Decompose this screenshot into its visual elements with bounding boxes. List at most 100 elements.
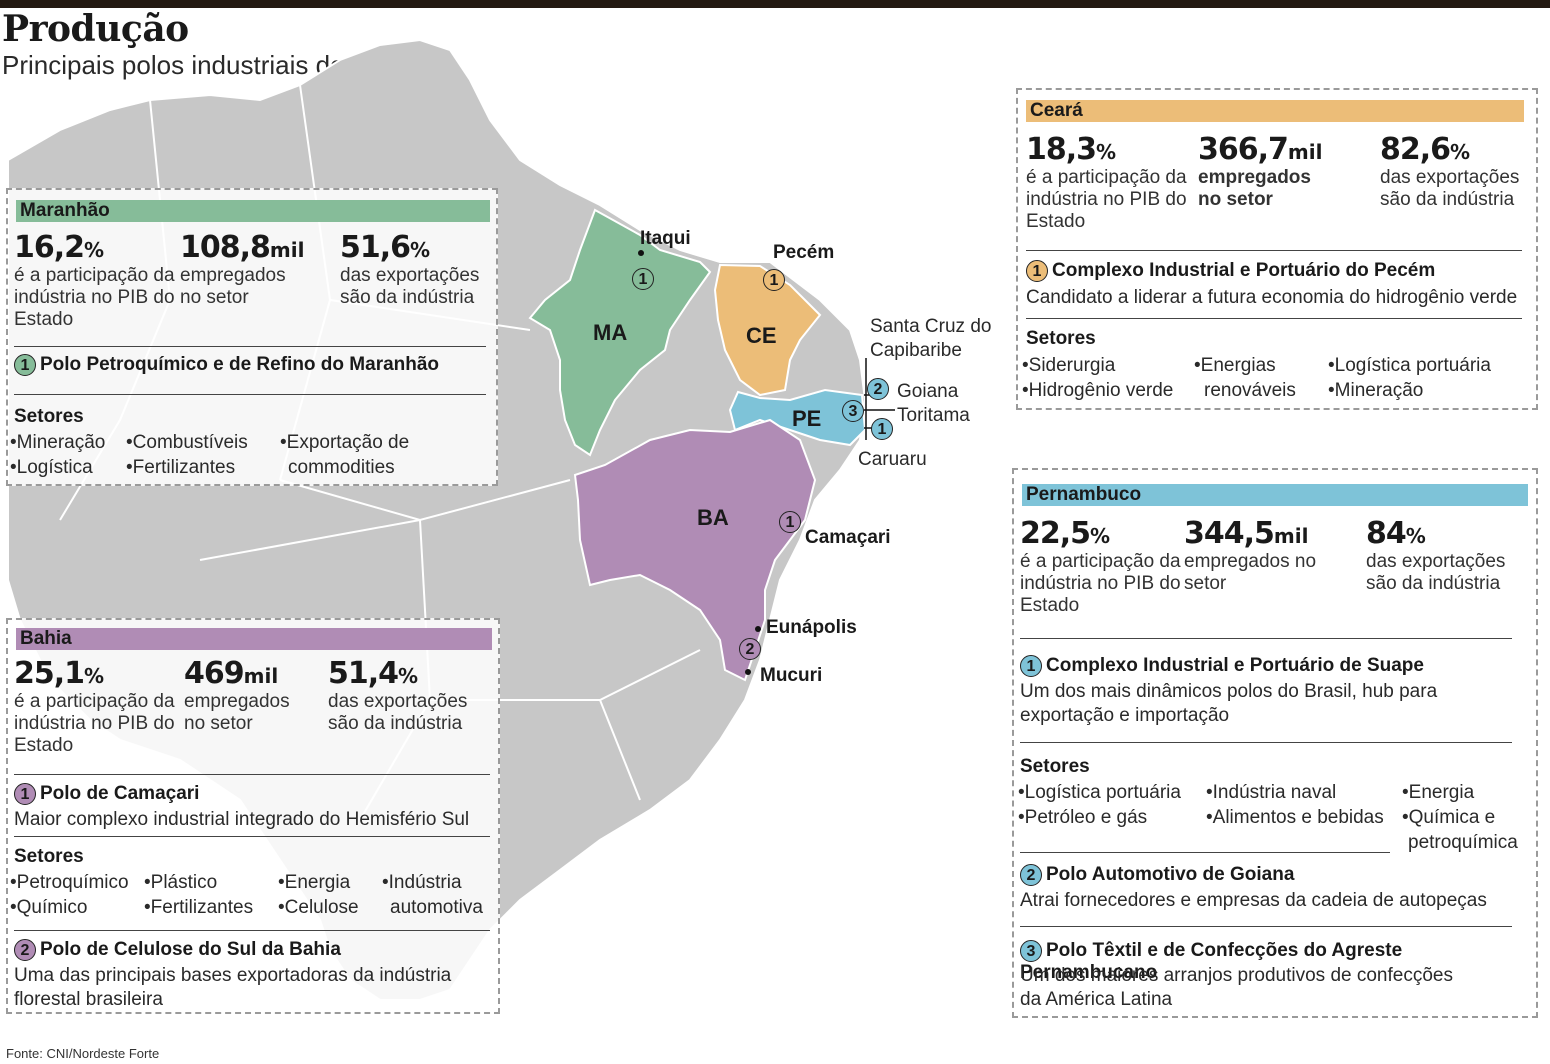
ceara-stat-pib: 18,3% é a participação da indústria no P…	[1026, 132, 1187, 232]
divider	[1020, 742, 1512, 743]
setor-item: •Químico	[10, 897, 88, 918]
marker-icon: 2	[14, 939, 36, 961]
marker-icon: 1	[14, 354, 36, 376]
setor-item: •Mineração	[10, 432, 106, 453]
pernambuco-polo-1-desc: Um dos mais dinâmicos polos do Brasil, h…	[1020, 681, 1438, 726]
city-caruaru: Caruaru	[858, 449, 927, 470]
marker-icon: 1	[1026, 260, 1048, 282]
setor-item: petroquímica	[1408, 832, 1518, 853]
setor-item: •Química e	[1402, 807, 1496, 828]
setor-item: automotiva	[390, 897, 483, 918]
bahia-polo-1: 1 Polo de Camaçari	[14, 783, 199, 805]
pernambuco-stat-pib: 22,5% é a participação da indústria no P…	[1020, 516, 1181, 616]
divider	[14, 394, 486, 395]
divider	[1020, 638, 1512, 639]
divider	[1020, 852, 1390, 853]
bahia-stat-empregados: 469mil empregados no setor	[184, 656, 290, 734]
pernambuco-polo-3-desc: Um dos maiores arranjos produtivos de co…	[1020, 965, 1453, 1010]
marker-icon: 3	[1020, 940, 1042, 962]
bahia-stat-exportacoes: 51,4% das exportações são da indústria	[328, 656, 468, 734]
ceara-stat-exportacoes: 82,6% das exportações são da indústria	[1380, 132, 1520, 210]
bahia-polo-2: 2 Polo de Celulose do Sul da Bahia	[14, 939, 341, 961]
state-label-ma: MA	[593, 320, 628, 345]
marker-camacari: 1	[779, 511, 801, 533]
marker-sul-bahia: 2	[739, 638, 761, 660]
divider	[14, 774, 490, 775]
setor-item: •Mineração	[1328, 380, 1424, 401]
state-maranhao	[528, 208, 712, 457]
city-santa-cruz: Santa Cruz do Capibaribe	[870, 316, 992, 361]
pernambuco-polo-2: 2 Polo Automotivo de Goiana	[1020, 864, 1294, 886]
pernambuco-stat-empregados: 344,5mil empregados no setor	[1184, 516, 1317, 594]
divider	[1026, 318, 1522, 319]
setor-item: •Fertilizantes	[144, 897, 254, 918]
ceara-polo-1: 1 Complexo Industrial e Portuário do Pecé…	[1026, 260, 1435, 282]
setor-item: •Energias	[1194, 355, 1276, 376]
bahia-panel: Bahia 25,1% é a participação da indústri…	[6, 618, 500, 1014]
setor-item: renováveis	[1204, 380, 1296, 401]
divider	[14, 930, 490, 931]
setores-label: Setores	[1020, 756, 1090, 777]
setor-item: •Hidrogênio verde	[1022, 380, 1174, 401]
setor-item: •Exportação de	[280, 432, 410, 453]
state-ceara	[713, 263, 822, 397]
setor-item: •Alimentos e bebidas	[1206, 807, 1384, 828]
state-label-ba: BA	[697, 505, 729, 530]
state-bahia	[573, 418, 817, 682]
state-label-ce: CE	[746, 323, 777, 348]
setor-item: •Energia	[1402, 782, 1475, 803]
city-pecem: Pecém	[773, 242, 835, 263]
divider	[14, 836, 490, 837]
pernambuco-polo-3: 3 Polo Têxtil e de Confecções do Agreste …	[1020, 940, 1403, 984]
city-goiana: Goiana	[897, 381, 959, 402]
maranhao-stat-pib: 16,2% é a participação da indústria no P…	[14, 230, 175, 330]
top-rule	[0, 0, 1550, 8]
setores-label: Setores	[14, 406, 84, 427]
maranhao-header: Maranhão	[16, 200, 490, 222]
divider	[14, 346, 486, 347]
ceara-panel: Ceará 18,3% é a participação da indústri…	[1016, 88, 1538, 410]
maranhao-panel: Maranhão 16,2% é a participação da indús…	[6, 188, 498, 486]
bahia-header: Bahia	[16, 628, 492, 650]
pernambuco-header: Pernambuco	[1022, 484, 1528, 506]
setor-item: •Energia	[278, 872, 351, 893]
setor-item: •Plástico	[144, 872, 218, 893]
setores-label: Setores	[1026, 328, 1096, 349]
setor-item: •Logística portuária	[1328, 355, 1491, 376]
city-eunapolis: Eunápolis	[766, 617, 857, 638]
marker-icon: 2	[1020, 864, 1042, 886]
ceara-stat-empregados: 366,7mil empregados no setor	[1198, 132, 1323, 210]
state-label-pe: PE	[792, 406, 822, 431]
bahia-polo-2-desc: Uma das principais bases exportadoras da…	[14, 965, 452, 1010]
city-toritama: Toritama	[897, 405, 970, 426]
divider	[1026, 250, 1522, 251]
setor-item: •Combustíveis	[126, 432, 248, 453]
pernambuco-stat-exportacoes: 84% das exportações são da indústria	[1366, 516, 1506, 594]
maranhao-stat-exportacoes: 51,6% das exportações são da indústria	[340, 230, 480, 308]
marker-pe-suape: 1	[871, 418, 893, 440]
divider	[1020, 926, 1512, 927]
setor-item: •Logística portuária	[1018, 782, 1181, 803]
city-camacari: Camaçari	[805, 527, 891, 548]
setor-item: •Celulose	[278, 897, 359, 918]
city-itaqui: Itaqui	[640, 228, 691, 249]
marker-pe-toritama: 3	[842, 400, 864, 422]
setor-item: •Siderurgia	[1022, 355, 1116, 376]
ceara-header: Ceará	[1026, 100, 1524, 122]
setor-item: •Petroquímico	[10, 872, 129, 893]
marker-itaqui: 1	[632, 268, 654, 290]
source-note: Fonte: CNI/Nordeste Forte	[6, 1046, 160, 1061]
setor-item: •Indústria naval	[1206, 782, 1337, 803]
maranhao-stat-empregados: 108,8mil empregados no setor	[180, 230, 305, 308]
setor-item: •Indústria	[382, 872, 462, 893]
setor-item: •Petróleo e gás	[1018, 807, 1148, 828]
marker-icon: 1	[14, 783, 36, 805]
page-title: Produção	[2, 8, 189, 50]
bahia-polo-1-desc: Maior complexo industrial integrado do H…	[14, 809, 470, 830]
setores-label: Setores	[14, 846, 84, 867]
pernambuco-polo-2-desc: Atrai fornecedores e empresas da cadeia …	[1020, 890, 1487, 911]
setor-item: commodities	[288, 457, 395, 478]
marker-pecem: 1	[763, 269, 785, 291]
maranhao-polo-1: 1 Polo Petroquímico e de Refino do Maranh…	[14, 354, 439, 376]
setor-item: •Logística	[10, 457, 93, 478]
